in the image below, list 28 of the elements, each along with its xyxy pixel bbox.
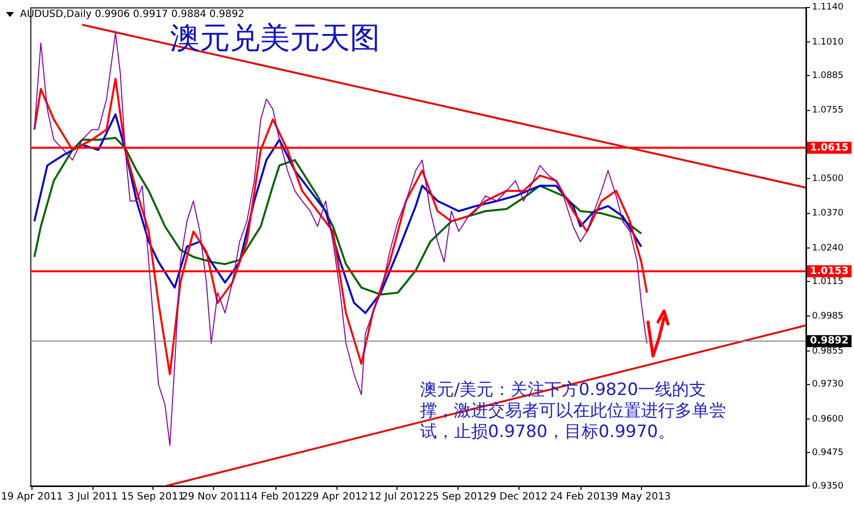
y-tick-label: 1.0240 xyxy=(812,243,844,254)
y-tick-label: 0.9475 xyxy=(812,448,844,458)
y-tick-label: 1.1140 xyxy=(812,2,844,13)
x-tick-label: 14 Feb 2012 xyxy=(245,492,308,503)
y-tick-label: 1.0885 xyxy=(812,70,844,81)
x-tick-label: 24 Feb 2013 xyxy=(550,492,612,503)
y-tick-label: 1.0370 xyxy=(812,208,844,219)
x-tick-label: 3 Jul 2011 xyxy=(68,492,118,503)
y-tick-label: 1.0500 xyxy=(812,174,844,184)
ref-line-label: 1.0153 xyxy=(810,266,849,277)
y-tick-label: 0.9730 xyxy=(812,380,844,390)
x-tick-label: 12 Jul 2012 xyxy=(368,492,426,503)
x-tick-label: 9 Dec 2012 xyxy=(490,492,548,503)
x-tick-label: 29 Nov 2011 xyxy=(182,492,246,503)
y-tick-label: 1.1010 xyxy=(812,38,844,48)
y-tick-label: 0.9985 xyxy=(812,312,844,322)
ref-line-label: 0.9892 xyxy=(810,336,849,347)
text: 澳元兑美元天图 xyxy=(170,21,380,56)
y-tick-label: 0.9350 xyxy=(812,481,844,492)
x-tick-label: 19 Apr 2011 xyxy=(0,492,63,503)
x-tick-label: 29 Apr 2012 xyxy=(306,492,368,503)
y-tick-label: 1.0755 xyxy=(812,106,844,116)
y-tick-label: 1.0115 xyxy=(812,276,844,287)
x-tick-label: 9 May 2013 xyxy=(612,492,671,503)
x-tick-label: 25 Sep 2012 xyxy=(426,492,490,503)
y-tick-label: 0.9600 xyxy=(812,414,844,424)
y-tick-label: 0.9855 xyxy=(812,346,844,356)
ref-line-label: 1.0615 xyxy=(810,142,849,154)
